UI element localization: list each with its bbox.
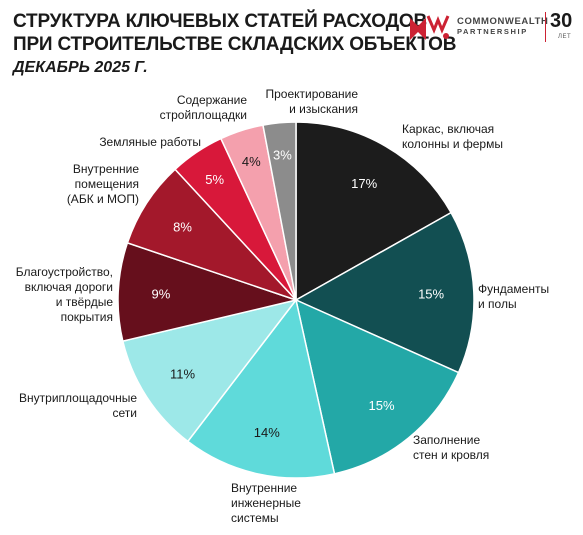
slice-category-label: Благоустройство, включая дороги и твёрдые п… xyxy=(16,265,114,324)
cmwp-logo-icon xyxy=(410,15,450,40)
slice-percent-label: 4% xyxy=(242,154,261,169)
slice-category-label-line: Фундаменты xyxy=(478,282,549,296)
slice-percent-label: 3% xyxy=(273,148,292,163)
slice-category-label-line: Внутренние xyxy=(231,481,297,495)
slice-category-label-line: Содержание xyxy=(177,93,247,107)
slice-category-label-line: включая дороги xyxy=(25,280,113,294)
title-line-2: ПРИ СТРОИТЕЛЬСТВЕ СКЛАДСКИХ ОБЪЕКТОВ xyxy=(13,34,457,55)
chart-subtitle: ДЕКАБРЬ 2025 Г. xyxy=(13,59,148,76)
slice-category-label: Каркас, включая колонны и фермы xyxy=(402,122,503,151)
pie-slices xyxy=(117,121,475,479)
pie-slice xyxy=(262,121,297,301)
logo-brand-line-1: COMMONWEALTH xyxy=(457,16,549,27)
slice-category-label-line: и полы xyxy=(478,297,517,311)
slice-category-label: Внутренние инженерные системы xyxy=(231,481,301,525)
slice-category-label-line: Заполнение xyxy=(413,433,480,447)
slice-percent-label: 5% xyxy=(205,172,224,187)
slice-category-label-line: стройплощадки xyxy=(160,108,247,122)
logo-brand-line-2: PARTNERSHIP xyxy=(457,27,528,36)
pie-slice xyxy=(295,121,453,302)
logo-years-sub: ЛЕТ xyxy=(558,34,572,40)
pie-slice xyxy=(121,298,298,443)
company-logo: COMMONWEALTH PARTNERSHIP 30 ЛЕТ xyxy=(408,10,578,44)
slice-category-label-line: колонны и фермы xyxy=(402,137,503,151)
slice-category-label-line: Проектирование xyxy=(266,87,359,101)
slice-percent-label: 8% xyxy=(173,219,192,234)
slice-category-label-line: Внутриплощадочные xyxy=(19,391,137,405)
slice-category-label-line: и твёрдые xyxy=(56,295,114,309)
slice-percent-label: 9% xyxy=(152,287,171,302)
title-line-1: СТРУКТУРА КЛЮЧЕВЫХ СТАТЕЙ РАСХОДОВ xyxy=(13,11,428,32)
slice-category-label-line: (АБК и МОП) xyxy=(67,192,139,206)
logo-separator xyxy=(545,12,546,42)
slice-category-label-line: Внутренние xyxy=(73,162,139,176)
slice-category-label: Содержание стройплощадки xyxy=(160,93,248,122)
pie-slice xyxy=(294,298,460,475)
chart-title: СТРУКТУРА КЛЮЧЕВЫХ СТАТЕЙ РАСХОДОВ ПРИ С… xyxy=(13,10,456,56)
slice-category-label-line: инженерные xyxy=(231,496,301,510)
slice-category-label: Фундаменты и полы xyxy=(478,282,549,311)
slice-category-label-line: Каркас, включая xyxy=(402,122,494,136)
slice-category-label-line: системы xyxy=(231,511,279,525)
logo-years: 30 xyxy=(550,10,573,32)
slice-category-label: Земляные работы xyxy=(99,135,201,149)
slice-category-label-line: сети xyxy=(113,406,137,420)
slice-percent-label: 17% xyxy=(351,176,377,191)
pie-slice xyxy=(186,298,336,479)
slice-category-label-line: стен и кровля xyxy=(413,448,489,462)
slice-category-label-line: помещения xyxy=(75,177,139,191)
slice-category-label-line: покрытия xyxy=(61,310,113,324)
pie-percent-labels: 17% 15% 15% 14% 11% 9% 8% 5% 4% 3% xyxy=(152,148,445,440)
slice-percent-label: 15% xyxy=(418,287,444,302)
slice-category-label: Заполнение стен и кровля xyxy=(413,433,489,462)
slice-percent-label: 11% xyxy=(170,367,195,382)
slice-category-label-line: Земляные работы xyxy=(99,135,201,149)
slice-category-label: Проектирование и изыскания xyxy=(266,87,359,116)
slice-category-label-line: и изыскания xyxy=(289,102,358,116)
slice-percent-label: 14% xyxy=(254,425,280,440)
pie-slice xyxy=(294,211,475,374)
pie-category-labels: Каркас, включая колонны и фермы Фундаменты… xyxy=(16,87,549,525)
slice-percent-label: 15% xyxy=(368,398,394,413)
pie-slice xyxy=(117,241,299,343)
slice-category-label: Внутриплощадочные сети xyxy=(19,391,137,420)
slice-category-label: Внутренние помещения (АБК и МОП) xyxy=(67,162,140,206)
slice-category-label-line: Благоустройство, xyxy=(16,265,113,279)
